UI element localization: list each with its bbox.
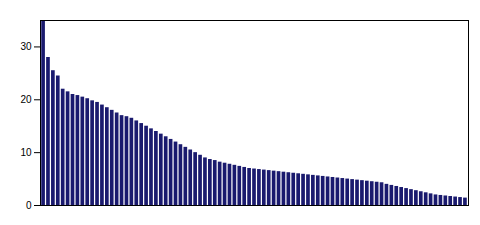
svg-text:30: 30 bbox=[20, 41, 32, 52]
svg-text:0: 0 bbox=[26, 200, 32, 211]
svg-text:20: 20 bbox=[20, 94, 32, 105]
svg-text:10: 10 bbox=[20, 147, 32, 158]
